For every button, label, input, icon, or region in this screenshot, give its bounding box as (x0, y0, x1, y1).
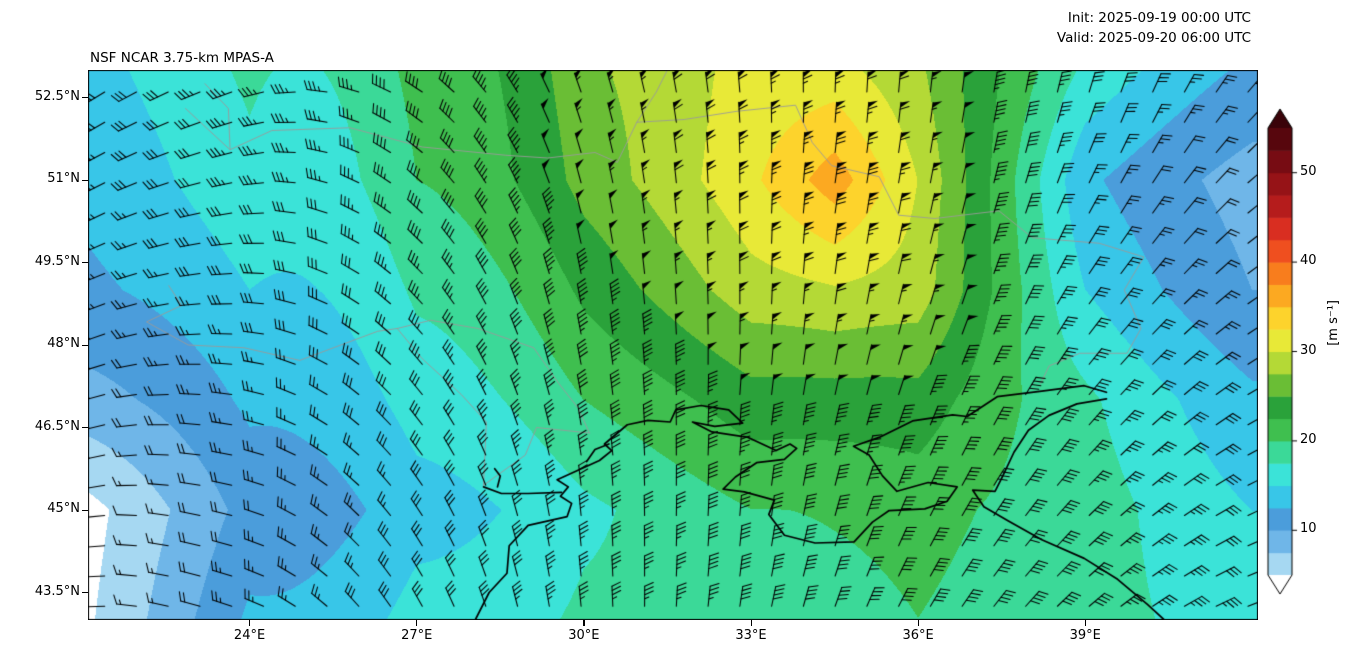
lon-tick-mark (249, 620, 251, 626)
lat-tick-label: 45°N (47, 501, 80, 516)
lon-tick-mark (917, 620, 919, 626)
lat-tick-label: 49.5°N (34, 253, 80, 269)
lat-tick-mark (82, 344, 88, 346)
lat-tick-label: 52.5°N (34, 88, 80, 104)
lon-tick-label: 27°E (401, 628, 433, 643)
lat-tick-label: 46.5°N (34, 418, 80, 434)
lon-tick-mark (750, 620, 752, 626)
lat-tick-mark (82, 97, 88, 99)
lon-tick-label: 36°E (902, 628, 934, 643)
colorbar-tick-label: 40 (1300, 253, 1317, 269)
lon-tick-mark (583, 620, 585, 626)
lat-tick-label: 51°N (47, 171, 80, 186)
lat-tick-mark (82, 509, 88, 511)
lat-tick-label: 48°N (47, 336, 80, 351)
lat-tick-mark (82, 262, 88, 264)
lat-tick-label: 43.5°N (34, 583, 80, 599)
colorbar-tick-label: 10 (1300, 521, 1317, 537)
run-info-block: Init: 2025-09-19 00:00 UTC Valid: 2025-0… (950, 8, 1251, 48)
wind-map-canvas (88, 70, 1258, 620)
lon-tick-label: 39°E (1069, 628, 1101, 643)
lat-tick-mark (82, 592, 88, 594)
lat-tick-mark (82, 427, 88, 429)
chart-title: NSF NCAR 3.75-km MPAS-A (90, 50, 274, 66)
lon-tick-label: 30°E (568, 628, 600, 643)
colorbar-tick-label: 30 (1300, 342, 1317, 358)
valid-time-label: Valid: 2025-09-20 06:00 UTC (1056, 30, 1251, 46)
colorbar-tick-label: 20 (1300, 431, 1317, 447)
colorbar-tick-label: 50 (1300, 163, 1317, 179)
colorbar-canvas (1262, 105, 1308, 605)
lon-tick-mark (1084, 620, 1086, 626)
init-time-label: Init: 2025-09-19 00:00 UTC (1067, 10, 1251, 26)
lon-tick-label: 33°E (735, 628, 767, 643)
lon-tick-mark (416, 620, 418, 626)
colorbar-label: [m s⁻¹] (1326, 300, 1341, 346)
lon-tick-label: 24°E (233, 628, 266, 643)
lat-tick-mark (82, 179, 88, 181)
